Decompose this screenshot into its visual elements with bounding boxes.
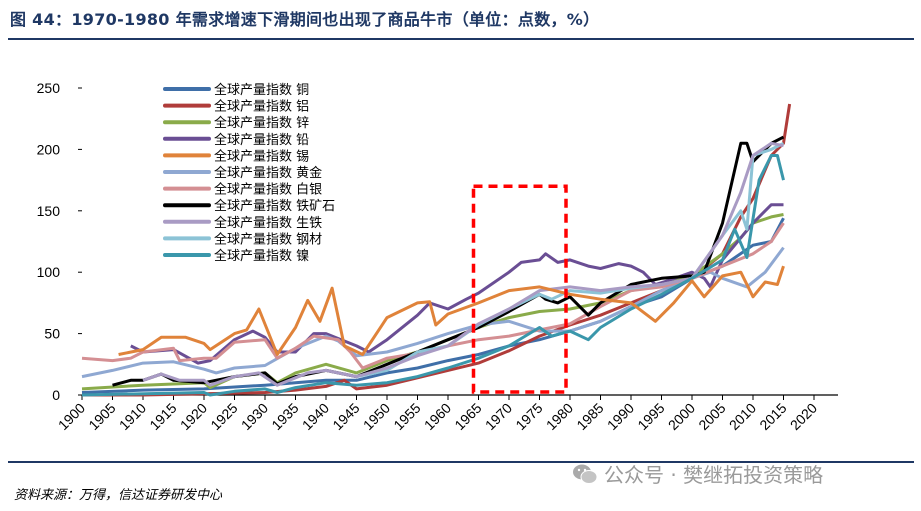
legend-label: 全球产量指数 锡 <box>214 148 309 164</box>
wechat-icon <box>573 464 598 484</box>
series-line-6 <box>81 222 785 370</box>
y-tick-label: 250 <box>37 80 61 96</box>
x-tick-label: 1970 <box>482 400 515 433</box>
x-tick-label: 1945 <box>329 400 362 433</box>
series-line-2 <box>81 213 784 391</box>
x-tick-label: 1955 <box>390 400 423 433</box>
watermark: 公众号 · 樊继拓投资策略 <box>572 459 823 488</box>
x-tick-label: 2010 <box>726 400 759 433</box>
x-tick-label: 1900 <box>55 400 88 433</box>
legend-label: 全球产量指数 生铁 <box>214 215 322 231</box>
x-tick-label: 1910 <box>116 400 149 433</box>
highlight-rect <box>471 184 568 394</box>
x-tick-label: 1940 <box>299 400 332 433</box>
x-tick-label: 1905 <box>85 400 118 433</box>
series-lines <box>81 103 792 397</box>
x-tick-label: 1975 <box>512 400 545 433</box>
y-tick-label: 50 <box>44 326 60 342</box>
x-tick-label: 2020 <box>787 400 820 433</box>
legend-label: 全球产量指数 锌 <box>214 115 309 131</box>
series-line-1 <box>82 103 792 397</box>
figure-title: 图 44：1970-1980 年需求增速下滑期间也出现了商品牛市（单位：点数，%… <box>10 10 600 29</box>
x-tick-label: 1965 <box>451 400 484 433</box>
y-tick-label: 100 <box>37 264 61 280</box>
highlight-box <box>471 184 568 394</box>
x-tick-label: 2005 <box>695 400 728 433</box>
x-tick-label: 1985 <box>573 400 606 433</box>
x-tick-label: 1950 <box>360 400 393 433</box>
legend-label: 全球产量指数 铅 <box>214 132 309 148</box>
y-tick-label: 0 <box>52 387 60 403</box>
legend-label: 全球产量指数 钢材 <box>214 231 322 247</box>
legend-label: 全球产量指数 镍 <box>214 248 309 264</box>
x-tick-label: 1935 <box>268 400 301 433</box>
series-line-7 <box>112 135 785 387</box>
x-tick-label: 1990 <box>604 400 637 433</box>
legend-label: 全球产量指数 铝 <box>214 99 309 115</box>
x-tick-label: 1925 <box>207 400 240 433</box>
line-chart: 1900190519101915192019251930193519401945… <box>37 80 838 433</box>
x-tick-label: 1920 <box>177 400 210 433</box>
y-tick-label: 200 <box>37 141 61 157</box>
series-line-10 <box>81 154 785 397</box>
x-tick-label: 1980 <box>543 400 576 433</box>
x-tick-label: 1915 <box>146 400 179 433</box>
legend-label: 全球产量指数 白银 <box>214 182 322 198</box>
series-line-8 <box>142 141 784 387</box>
legend-label: 全球产量指数 黄金 <box>214 165 322 181</box>
watermark-text: 公众号 · 樊继拓投资策略 <box>604 463 824 487</box>
series-line-4 <box>118 265 785 356</box>
x-tick-label: 2015 <box>756 400 789 433</box>
footer-divider <box>8 461 914 463</box>
x-tick-label: 1995 <box>634 400 667 433</box>
x-tick-label: 1930 <box>238 400 271 433</box>
legend-label: 全球产量指数 铁矿石 <box>214 198 335 214</box>
y-tick-label: 150 <box>37 203 61 219</box>
title-divider <box>8 38 914 40</box>
source-note: 资料来源：万得，信达证券研发中心 <box>14 488 223 503</box>
x-tick-label: 1960 <box>421 400 454 433</box>
legend-label: 全球产量指数 铜 <box>214 82 309 98</box>
x-tick-label: 2000 <box>665 400 698 433</box>
